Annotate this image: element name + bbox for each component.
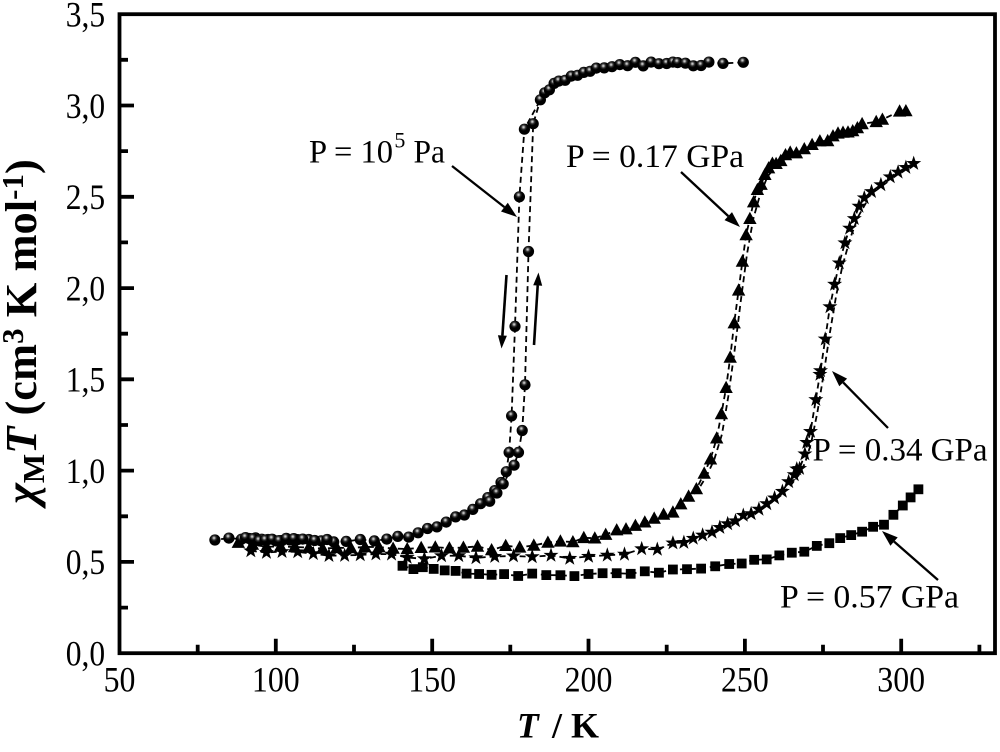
- svg-text:Pa: Pa: [414, 135, 446, 171]
- svg-text:200: 200: [565, 660, 613, 700]
- svg-text:100: 100: [252, 660, 300, 700]
- svg-text:5: 5: [394, 128, 405, 153]
- svg-text:P = 0.34 GPa: P = 0.34 GPa: [813, 433, 988, 469]
- svg-text:0,5: 0,5: [66, 542, 105, 582]
- svg-text:3,5: 3,5: [66, 0, 105, 35]
- svg-text:2,5: 2,5: [66, 177, 105, 217]
- svg-text:2,0: 2,0: [66, 268, 105, 308]
- svg-text:0,0: 0,0: [66, 634, 105, 674]
- svg-text:300: 300: [877, 660, 925, 700]
- svg-text:50: 50: [104, 660, 136, 700]
- svg-text:150: 150: [408, 660, 456, 700]
- svg-text:1,5: 1,5: [66, 360, 105, 400]
- svg-text:χMT (cm3 K mol-1): χMT (cm3 K mol-1): [0, 159, 51, 510]
- svg-text:T: T: [517, 706, 540, 746]
- svg-text:/ K: / K: [551, 706, 599, 746]
- svg-text:3,0: 3,0: [66, 86, 105, 126]
- svg-text:1,0: 1,0: [66, 451, 105, 491]
- svg-text:P = 10: P = 10: [309, 135, 393, 171]
- svg-text:P = 0.17 GPa: P = 0.17 GPa: [566, 139, 744, 175]
- svg-text:250: 250: [721, 660, 769, 700]
- svg-text:P = 0.57 GPa: P = 0.57 GPa: [780, 580, 959, 616]
